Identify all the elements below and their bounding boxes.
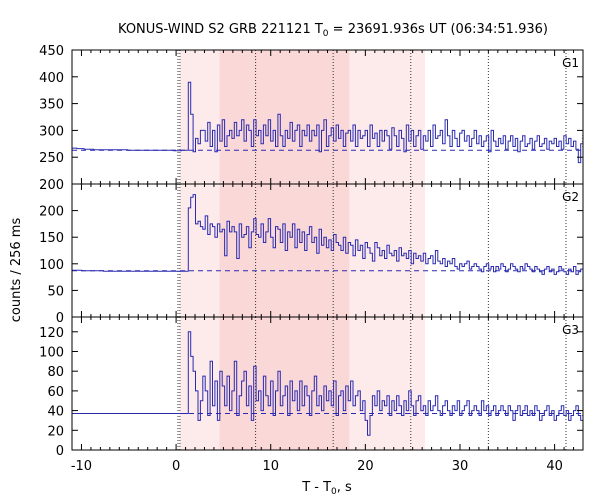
y-tick-label: 200 bbox=[39, 205, 64, 220]
y-tick-label: 0 bbox=[56, 311, 64, 326]
panel-label: G2 bbox=[562, 190, 579, 204]
y-tick-label: 300 bbox=[39, 124, 64, 139]
y-tick-label: 0 bbox=[56, 444, 64, 459]
series-line-g3 bbox=[72, 331, 583, 436]
y-tick-label: 350 bbox=[39, 98, 64, 113]
x-tick-label: 20 bbox=[357, 459, 374, 474]
y-tick-label: 20 bbox=[47, 424, 64, 439]
y-tick-label: 100 bbox=[39, 258, 64, 273]
y-tick-label: 60 bbox=[47, 385, 64, 400]
y-axis-label: counts / 256 ms bbox=[9, 218, 24, 323]
shaded-interval-dark bbox=[219, 50, 350, 184]
y-tick-label: 80 bbox=[47, 365, 64, 380]
x-tick-label: 40 bbox=[546, 459, 563, 474]
panels-layer: 200250300350400450G1050100150200G2020406… bbox=[39, 44, 584, 474]
y-tick-label: 100 bbox=[39, 345, 64, 360]
series-line-g1 bbox=[72, 81, 583, 164]
panel-g3: 0 20 40 60 80 100 120 G3 bbox=[39, 316, 584, 459]
x-tick-label: 30 bbox=[452, 459, 469, 474]
y-tick-label: 400 bbox=[39, 71, 64, 86]
panel-g2: 0 50 100 150 200 G2 bbox=[39, 183, 584, 326]
y-tick-label: 150 bbox=[39, 231, 64, 246]
y-tick-label: 120 bbox=[39, 326, 64, 341]
shaded-interval-dark bbox=[219, 317, 350, 450]
x-axis-label: T - T0, s bbox=[301, 480, 352, 497]
shaded-interval-dark bbox=[219, 184, 350, 317]
x-tick-label: 10 bbox=[262, 459, 279, 474]
chart-title: KONUS-WIND S2 GRB 221121 T0 = 23691.936s… bbox=[118, 22, 548, 39]
y-tick-label: 200 bbox=[39, 178, 64, 193]
series-line-g2 bbox=[72, 194, 583, 278]
y-tick-label: 50 bbox=[47, 284, 64, 299]
panel-label: G3 bbox=[562, 323, 579, 337]
panel-label: G1 bbox=[562, 56, 579, 70]
y-tick-label: 250 bbox=[39, 151, 64, 166]
panel-g1: 200 250 300 350 400 450 G1 bbox=[39, 44, 584, 193]
x-tick-label: -10 bbox=[71, 459, 92, 474]
y-tick-label: 450 bbox=[39, 44, 64, 59]
y-tick-label: 40 bbox=[47, 405, 64, 420]
x-tick-label: 0 bbox=[172, 459, 180, 474]
